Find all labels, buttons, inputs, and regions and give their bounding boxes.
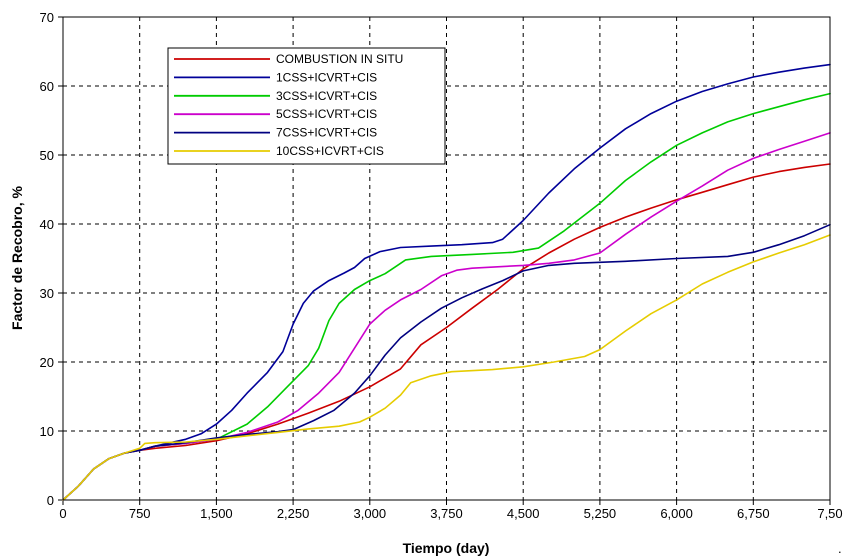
x-tick-label: 1,500 bbox=[200, 506, 233, 521]
y-tick-label: 50 bbox=[40, 148, 54, 163]
x-tick-label: 750 bbox=[129, 506, 151, 521]
x-tick-label: 5,250 bbox=[584, 506, 617, 521]
legend-label-6: 10CSS+ICVRT+CIS bbox=[276, 144, 384, 158]
x-tick-label: 4,500 bbox=[507, 506, 540, 521]
legend-label-2: 1CSS+ICVRT+CIS bbox=[276, 70, 377, 84]
x-tick-labels: 0 750 1,500 2,250 3,000 3,750 4,500 5,250 6,000 6… bbox=[59, 500, 842, 521]
legend-label-3: 3CSS+ICVRT+CIS bbox=[276, 89, 377, 103]
y-axis-title: Factor de Recobro, % bbox=[9, 185, 25, 329]
trailing-period: . bbox=[838, 541, 842, 556]
x-tick-label: 6,000 bbox=[660, 506, 693, 521]
x-tick-label: 7,50 bbox=[817, 506, 842, 521]
x-tick-label: 6,750 bbox=[737, 506, 770, 521]
y-tick-label: 30 bbox=[40, 286, 54, 301]
legend-label-5: 7CSS+ICVRT+CIS bbox=[276, 126, 377, 140]
legend-label-1: COMBUSTION IN SITU bbox=[276, 52, 403, 66]
y-tick-labels: 0 10 20 30 40 50 60 70 bbox=[40, 10, 63, 508]
x-axis-title: Tiempo (day) bbox=[403, 540, 490, 556]
y-tick-label: 40 bbox=[40, 217, 54, 232]
legend-label-4: 5CSS+ICVRT+CIS bbox=[276, 107, 377, 121]
y-tick-label: 20 bbox=[40, 355, 54, 370]
x-tick-label: 3,750 bbox=[430, 506, 463, 521]
x-tick-label: 2,250 bbox=[277, 506, 310, 521]
x-tick-label: 0 bbox=[59, 506, 66, 521]
legend: COMBUSTION IN SITU 1CSS+ICVRT+CIS 3CSS+ICV… bbox=[168, 48, 445, 164]
y-tick-label: 60 bbox=[40, 79, 54, 94]
x-tick-label: 3,000 bbox=[354, 506, 387, 521]
y-tick-label: 10 bbox=[40, 424, 54, 439]
y-tick-label: 0 bbox=[47, 493, 54, 508]
y-tick-label: 70 bbox=[40, 10, 54, 25]
